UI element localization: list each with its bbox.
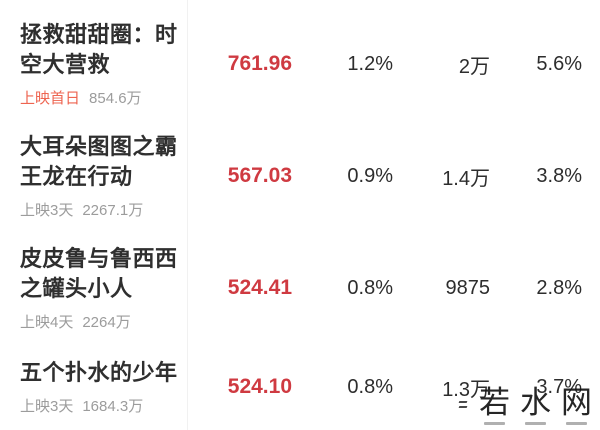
movie-subline: 上映4天 2264万 xyxy=(20,311,195,332)
sticky-column-divider xyxy=(187,0,188,430)
movie-subline: 上映3天 2267.1万 xyxy=(20,199,195,220)
boxoffice-value: 761.96 xyxy=(227,52,292,75)
watermark-char: 若 xyxy=(479,385,510,421)
movie-title: 大耳朵图图之霸王龙在行动 xyxy=(20,134,178,189)
movie-subline: 上映3天 1684.3万 xyxy=(20,395,195,416)
total-gross: 854.6万 xyxy=(89,90,142,107)
movie-row[interactable]: 皮皮鲁与鲁西西之罐头小人 上映4天 2264万 524.41 0.8% 9875… xyxy=(0,232,600,344)
release-tag: 上映首日 xyxy=(20,90,81,107)
pct-column-1: 1.2% xyxy=(347,52,393,75)
movie-title: 拯救甜甜圈：时空大营救 xyxy=(20,22,178,77)
movie-row[interactable]: 五个扑水的少年 上映3天 1684.3万 524.10 0.8% 1.3万 3.… xyxy=(0,344,600,430)
count-column: 1.3万 xyxy=(442,378,490,401)
count-column: 9875 xyxy=(445,276,491,299)
pct-column-1: 0.8% xyxy=(347,276,393,299)
watermark-small-text xyxy=(525,422,546,425)
release-tag: 上映3天 xyxy=(20,202,74,219)
movie-info-cell: 拯救甜甜圈：时空大营救 上映首日 854.6万 xyxy=(0,20,195,108)
pct-column-2: 3.7% xyxy=(536,375,582,398)
movie-info-cell: 五个扑水的少年 上映3天 1684.3万 xyxy=(0,358,195,416)
movie-title: 皮皮鲁与鲁西西之罐头小人 xyxy=(20,246,178,301)
watermark-small-text xyxy=(566,422,587,425)
pct-column-1: 0.9% xyxy=(347,164,393,187)
pct-column-2: 3.8% xyxy=(536,164,582,187)
total-gross: 2267.1万 xyxy=(82,202,144,219)
boxoffice-value: 524.10 xyxy=(227,375,292,398)
pct-column-1: 0.8% xyxy=(347,375,393,398)
release-tag: 上映3天 xyxy=(20,398,74,415)
release-tag: 上映4天 xyxy=(20,314,74,331)
boxoffice-value: 567.03 xyxy=(227,164,292,187)
movie-info-cell: 大耳朵图图之霸王龙在行动 上映3天 2267.1万 xyxy=(0,132,195,220)
watermark-char: 水 xyxy=(520,385,551,421)
total-gross: 1684.3万 xyxy=(82,398,144,415)
total-gross: 2264万 xyxy=(82,314,131,331)
count-column: 1.4万 xyxy=(442,167,490,190)
movie-info-cell: 皮皮鲁与鲁西西之罐头小人 上映4天 2264万 xyxy=(0,244,195,332)
movie-title: 五个扑水的少年 xyxy=(20,360,178,385)
count-column: 2万 xyxy=(458,55,490,78)
movie-row[interactable]: 拯救甜甜圈：时空大营救 上映首日 854.6万 761.96 1.2% 2万 5… xyxy=(0,8,600,120)
pct-column-2: 2.8% xyxy=(536,276,582,299)
watermark: 若 水 网 xyxy=(458,385,592,425)
boxoffice-value: 524.41 xyxy=(227,276,292,299)
movie-row[interactable]: 大耳朵图图之霸王龙在行动 上映3天 2267.1万 567.03 0.9% 1.… xyxy=(0,120,600,232)
watermark-small-text xyxy=(484,422,505,425)
pct-column-2: 5.6% xyxy=(536,52,582,75)
movie-subline: 上映首日 854.6万 xyxy=(20,87,195,108)
watermark-mark-icon xyxy=(458,401,468,409)
watermark-char: 网 xyxy=(561,385,592,421)
